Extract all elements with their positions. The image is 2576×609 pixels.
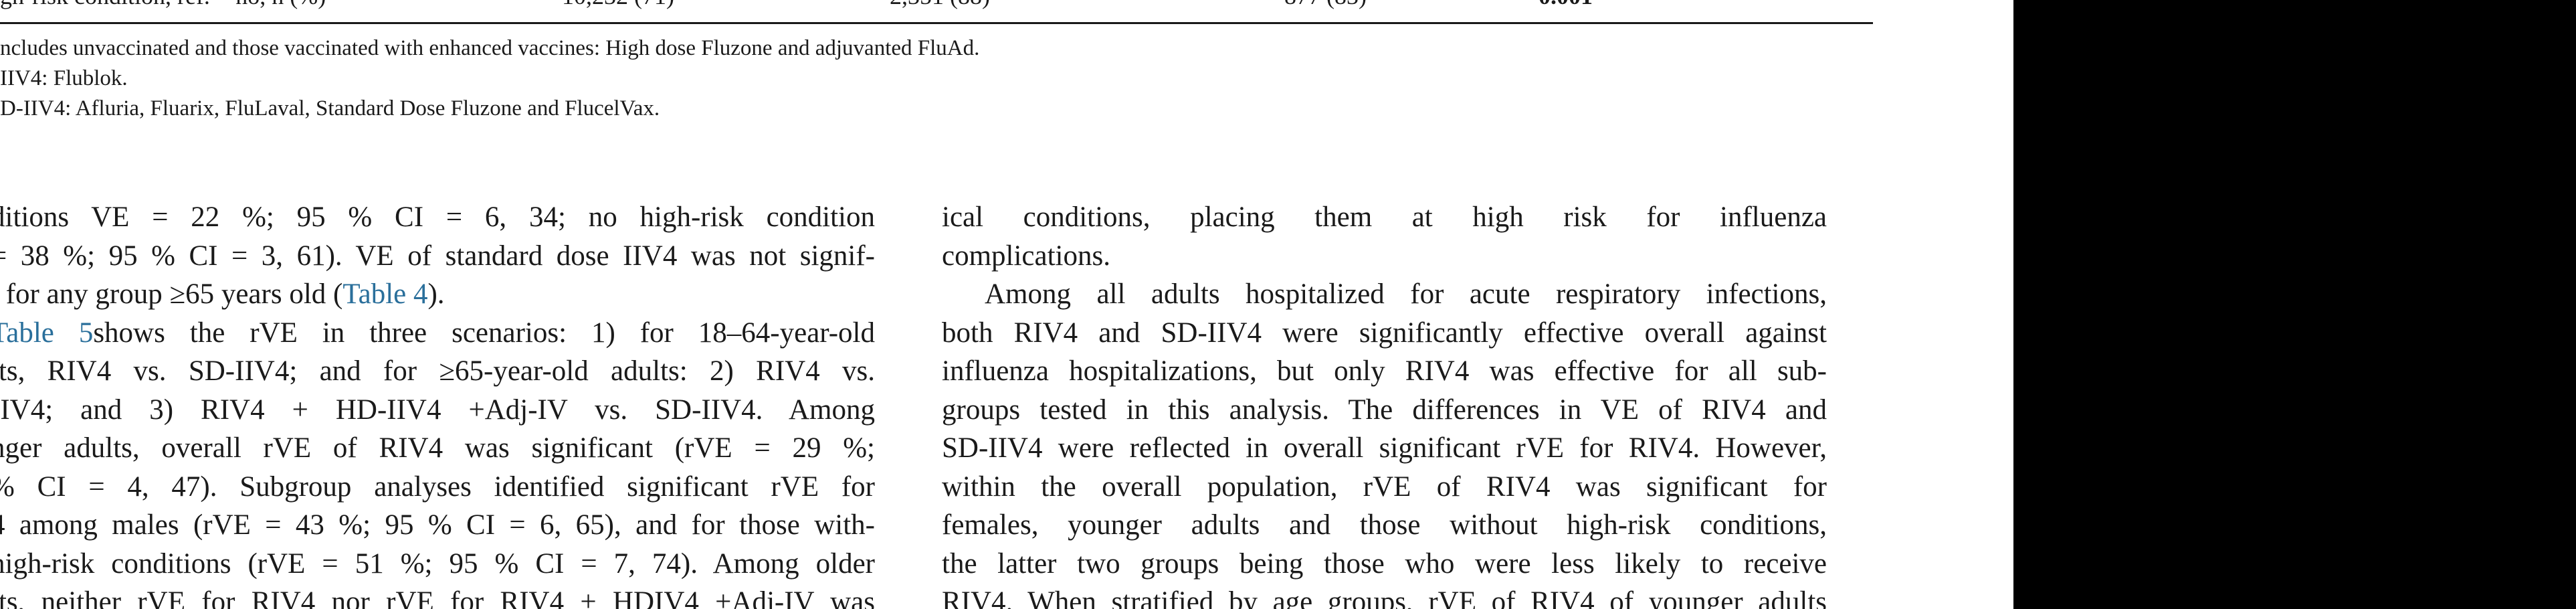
text-line: = 38 %; 95 % CI = 3, 61). VE of standard… [0,240,875,272]
table-last-row-partial: gh-risk condition, ref. = no, n (%) 10,2… [0,0,1873,11]
footnote: IIV4: Flublok. [0,66,128,90]
text-line: RIV4. When stratified by age groups, rVE… [942,586,1827,609]
paper-page: gh-risk condition, ref. = no, n (%) 10,2… [0,0,1873,609]
text-line: both RIV4 and SD-IIV4 were significantly… [942,317,1827,349]
text-line: within the overall population, rVE of RI… [942,470,1827,503]
text-line: complications. [942,240,1110,272]
text-line: SD-IIV4 were reflected in overall signif… [942,432,1827,464]
text-line: IIV4; and 3) RIV4 + HD-IIV4 +Adj-IV vs. … [0,394,875,426]
text-line: % CI = 4, 47). Subgroup analyses identif… [0,470,875,503]
table-footnotes: ncludes unvaccinated and those vaccinate… [0,33,1873,124]
right-text-column: ical conditions, placing them at high ri… [942,198,1827,609]
text-line: ditions VE = 22 %; 95 % CI = 6, 34; no h… [0,201,875,233]
table-cell-value: 2,351 (88) [890,0,990,11]
table-cell-value: 877 (83) [1284,0,1367,11]
table-cell-label: gh-risk condition, ref. = no, n (%) [0,0,326,11]
table-cell-pvalue: 0.001 [1539,0,1593,11]
text-line: females, younger adults and those withou… [942,509,1827,541]
table-cell-value: 10,232 (71) [562,0,674,11]
footnote: ncludes unvaccinated and those vaccinate… [0,36,980,60]
text-line: high-risk conditions (rVE = 51 %; 95 % C… [0,547,875,580]
text-line: the latter two groups being those who we… [942,547,1827,580]
left-text-column: ditions VE = 22 %; 95 % CI = 6, 34; no h… [0,198,875,609]
text-line: Table 5shows the rVE in three scenarios:… [0,314,875,353]
text-line: lts, neither rVE for RIV4 nor rVE for RI… [0,586,875,609]
text-line: 4 among males (rVE = 43 %; 95 % CI = 6, … [0,509,875,541]
text-line: lts, RIV4 vs. SD-IIV4; and for ≥65-year-… [0,355,875,387]
table-5-link[interactable]: Table 5 [0,317,94,349]
text-line: groups tested in this analysis. The diff… [942,394,1827,426]
text-line: influenza hospitalizations, but only RIV… [942,355,1827,387]
text-line: t for any group ≥65 years old (Table 4). [0,278,445,310]
black-margin-band [2013,0,2576,609]
table-bottom-rule [0,22,1873,24]
table-4-link[interactable]: Table 4 [342,278,428,310]
text-line: Among all adults hospitalized for acute … [985,278,1827,310]
text-line: ical conditions, placing them at high ri… [942,201,1827,233]
text-line: nger adults, overall rVE of RIV4 was sig… [0,432,875,464]
footnote: D-IIV4: Afluria, Fluarix, FluLaval, Stan… [0,96,660,120]
